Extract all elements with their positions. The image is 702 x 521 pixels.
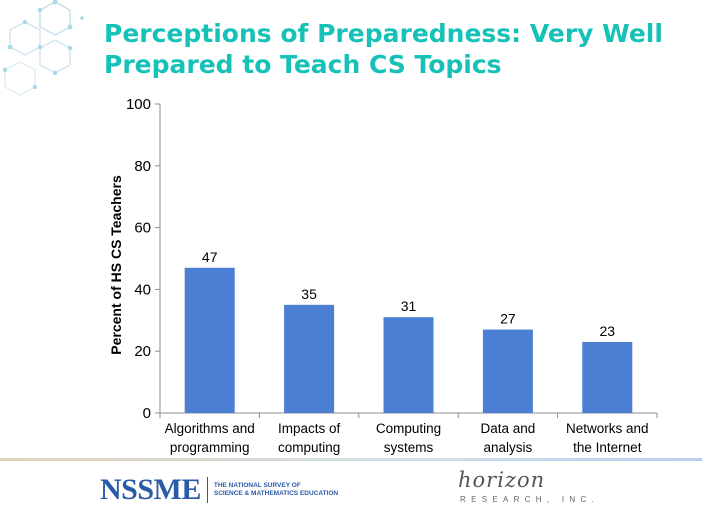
slide-title: Perceptions of Preparedness: Very Well P… <box>104 19 663 79</box>
x-tick-label: Data and <box>481 421 536 436</box>
y-tick-label: 60 <box>134 220 151 237</box>
nssme-tagline-line1: THE NATIONAL SURVEY OF <box>213 482 301 489</box>
x-tick-label: systems <box>384 440 434 455</box>
horizon-tagline: RESEARCH, INC. <box>460 495 600 504</box>
y-axis-label: Percent of HS CS Teachers <box>108 175 124 355</box>
horizon-logo-text: horizon <box>458 468 546 492</box>
y-tick-label: 40 <box>134 281 151 298</box>
data-label: 35 <box>301 286 317 302</box>
y-tick-label: 0 <box>143 405 151 422</box>
hexagon-network-icon <box>2 0 84 96</box>
bar <box>284 304 335 413</box>
x-tick-label: analysis <box>484 440 533 455</box>
chart-labels: 47 Algorithms and programming 35 Impacts of c… <box>165 249 649 455</box>
chart-bars <box>184 267 633 413</box>
nssme-tagline-line2: SCIENCE & MATHEMATICS EDUCATION <box>213 490 339 497</box>
y-tick-label: 80 <box>134 158 151 175</box>
data-label: 23 <box>600 323 616 339</box>
horizon-research-logo: horizon RESEARCH, INC. <box>458 468 608 510</box>
y-tick-label: 20 <box>134 343 151 360</box>
nssme-logo-divider <box>206 477 208 503</box>
nssme-tagline: THE NATIONAL SURVEY OF SCIENCE & MATHEMA… <box>214 482 344 498</box>
x-tick-label: Impacts of <box>278 421 341 436</box>
footer-divider <box>0 458 702 461</box>
data-label: 31 <box>401 298 417 314</box>
bar <box>482 329 533 413</box>
nssme-logo: NSSME THE NATIONAL SURVEY OF SCIENCE & M… <box>100 474 344 506</box>
bar-chart: 0 20 40 60 80 100 47 Algorithms and programming… <box>108 96 658 455</box>
chart-axes: 0 20 40 60 80 100 <box>126 96 658 422</box>
data-label: 47 <box>202 249 218 265</box>
bar <box>582 341 633 413</box>
x-tick-label: Computing <box>376 421 441 436</box>
x-tick-label: Algorithms and <box>165 421 255 436</box>
data-label: 27 <box>500 311 516 327</box>
bar <box>184 267 235 413</box>
nssme-logo-text: NSSME <box>100 473 201 506</box>
x-tick-label: Networks and <box>566 421 649 436</box>
x-tick-label: computing <box>278 440 340 455</box>
x-tick-label: programming <box>170 440 250 455</box>
y-tick-label: 100 <box>126 96 151 113</box>
x-tick-label: the Internet <box>573 440 642 455</box>
bar <box>383 317 434 413</box>
